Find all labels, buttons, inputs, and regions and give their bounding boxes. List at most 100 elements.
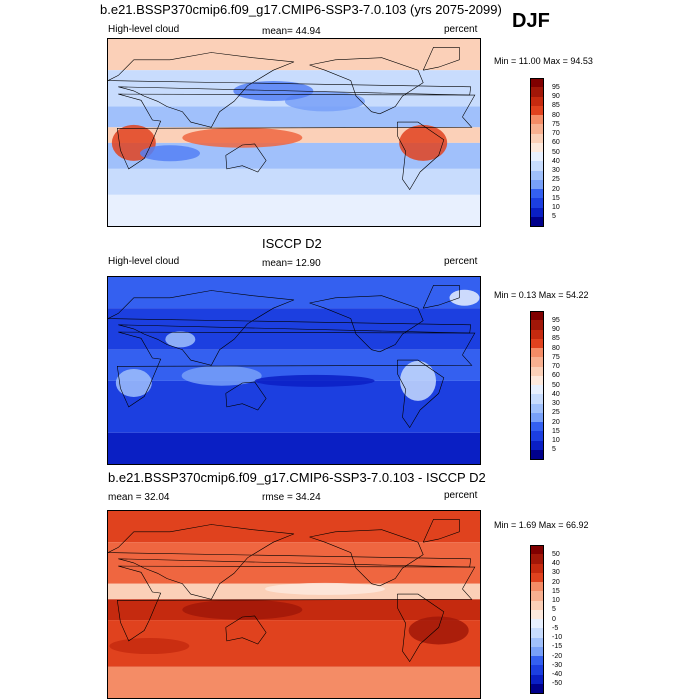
colorbar-tick-label: 90: [552, 326, 560, 333]
field-band: [108, 168, 480, 195]
colorbar-cell: [530, 665, 544, 675]
colorbar-tick-label: 15: [552, 427, 560, 435]
colorbar-tick-label: 10: [552, 204, 560, 211]
colorbar-tick-label: 30: [552, 569, 560, 577]
field-blob: [109, 638, 190, 655]
field-blob: [449, 289, 480, 306]
field-blob: [182, 599, 303, 620]
field-blob: [408, 616, 469, 645]
coastline: [108, 524, 472, 600]
colorbar-cell: [530, 609, 544, 620]
colorbar-tick-label: 95: [552, 83, 560, 91]
colorbar-cell: [530, 674, 544, 685]
colorbar-cell: [530, 338, 544, 349]
colorbar-tick-label: 80: [552, 344, 560, 352]
coastline: [108, 52, 472, 128]
colorbar-cell: [530, 161, 544, 171]
coastline: [116, 565, 476, 642]
panel3-rmse-label: rmse = 34.24: [262, 492, 321, 503]
colorbar-tick-label: -10: [552, 634, 563, 641]
coastline: [309, 529, 424, 587]
figure-title: b.e21.BSSP370cmip6.f09_g17.CMIP6-SSP3-7.…: [100, 2, 502, 17]
panel1-minmax: Min = 11.00 Max = 94.53: [494, 56, 593, 66]
field-band: [108, 511, 480, 543]
colorbar-tick-label: 5: [552, 213, 556, 221]
colorbar-tick-label: 15: [552, 587, 560, 595]
coastline: [422, 285, 460, 309]
colorbar-tick-label: 10: [552, 597, 560, 604]
field-blob: [115, 368, 152, 397]
panel3-minmax: Min = 1.69 Max = 66.92: [494, 520, 589, 530]
coastline: [108, 290, 472, 366]
panel2-map: [107, 276, 481, 465]
colorbar-tick-label: 95: [552, 316, 560, 324]
colorbar-cell: [530, 385, 544, 395]
field-band: [108, 194, 480, 226]
colorbar-tick-label: 50: [552, 381, 560, 389]
field-blob: [265, 582, 385, 595]
panel3-mean-label: mean = 32.04: [108, 492, 170, 503]
colorbar-cell: [530, 449, 544, 460]
colorbar-tick-label: 5: [552, 446, 556, 454]
colorbar-tick-label: -30: [552, 661, 563, 669]
colorbar-tick-label: 40: [552, 560, 560, 567]
colorbar-tick-label: 75: [552, 353, 560, 361]
panel3-map: [107, 510, 481, 699]
colorbar-tick-label: -20: [552, 652, 563, 660]
colorbar-tick-label: -5: [552, 624, 559, 632]
colorbar-cell: [530, 179, 544, 190]
colorbar-tick-label: 25: [552, 176, 560, 184]
colorbar-cell: [530, 431, 544, 441]
coastline: [397, 359, 445, 429]
colorbar-cell: [530, 394, 544, 404]
colorbar-cell: [530, 683, 544, 694]
colorbar-cell: [530, 554, 544, 564]
field-blob: [182, 127, 303, 148]
panel2-units-label: percent: [444, 256, 478, 267]
colorbar-cell: [530, 78, 544, 88]
colorbar-tick-label: 10: [552, 437, 560, 444]
colorbar-cell: [530, 366, 544, 377]
panel1-colorbar: 95 90 85 80 75 70 60 50 40 30 25 20 15 10 5: [530, 78, 590, 227]
coastline: [225, 381, 267, 411]
field-blob: [399, 124, 448, 161]
colorbar-cell: [530, 600, 544, 611]
panel2-title: ISCCP D2: [262, 236, 322, 251]
colorbar-tick-label: 20: [552, 418, 560, 426]
colorbar-tick-label: 75: [552, 120, 560, 128]
colorbar-cell: [530, 198, 544, 208]
colorbar-cell: [530, 348, 544, 358]
colorbar-cell: [530, 133, 544, 144]
coastline: [116, 93, 476, 170]
colorbar-tick-label: 80: [552, 111, 560, 119]
field-blob: [400, 360, 436, 401]
colorbar-tick-label: 30: [552, 400, 560, 407]
coastline: [225, 615, 267, 645]
colorbar-tick-label: 0: [552, 615, 556, 623]
coastline: [309, 295, 424, 353]
colorbar-tick-label: 60: [552, 139, 560, 147]
colorbar-tick-label: 15: [552, 194, 560, 202]
colorbar-tick-label: 5: [552, 606, 556, 614]
field-band: [108, 277, 480, 309]
colorbar-cell: [530, 422, 544, 432]
colorbar-cell: [530, 329, 544, 340]
colorbar-tick-label: 50: [552, 550, 560, 558]
colorbar-cell: [530, 412, 544, 423]
colorbar-cell: [530, 142, 544, 153]
field-band: [108, 666, 480, 698]
colorbar-cell: [530, 96, 544, 107]
field-blob: [165, 331, 196, 348]
colorbar-cell: [530, 152, 544, 162]
colorbar-tick-label: 50: [552, 148, 560, 156]
panel2-left-label: High-level cloud: [108, 256, 180, 267]
colorbar-tick-label: 70: [552, 130, 560, 137]
panel3-title: b.e21.BSSP370cmip6.f09_g17.CMIP6-SSP3-7.…: [108, 470, 486, 485]
field-band: [108, 432, 480, 464]
panel1-map: [107, 38, 481, 227]
colorbar-cell: [530, 115, 544, 125]
coastline: [422, 47, 460, 71]
colorbar-tick-label: -15: [552, 643, 563, 651]
colorbar-tick-label: -50: [552, 680, 563, 688]
coastline: [116, 331, 476, 408]
